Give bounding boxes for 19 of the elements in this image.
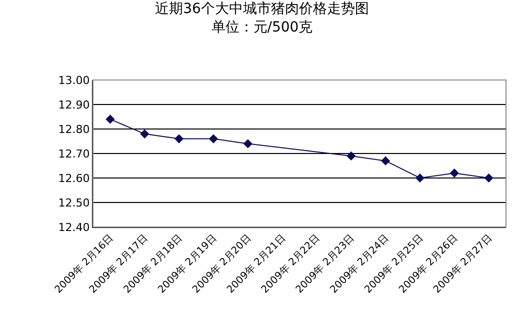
point: [415, 173, 425, 183]
y-tick-label: 12.60: [58, 172, 90, 185]
chart-subtitle: 单位：元/500克: [211, 19, 313, 36]
point: [380, 156, 390, 166]
y-tick-label: 12.80: [58, 122, 90, 136]
point: [346, 151, 356, 160]
y-tick-label: 13.00: [58, 74, 90, 87]
chart-title: 近期36个大中城市猪肉价格走势图: [155, 1, 369, 18]
point: [208, 134, 218, 144]
point: [243, 139, 252, 148]
y-tick-label: 12.50: [58, 196, 90, 210]
y-tick-label: 12.40: [58, 220, 90, 234]
point: [140, 129, 150, 138]
y-tick-label: 12.90: [58, 98, 90, 112]
point: [106, 114, 115, 124]
point: [484, 173, 494, 183]
point: [450, 168, 459, 178]
y-tick-label: 12.70: [58, 147, 90, 160]
point: [174, 134, 184, 144]
